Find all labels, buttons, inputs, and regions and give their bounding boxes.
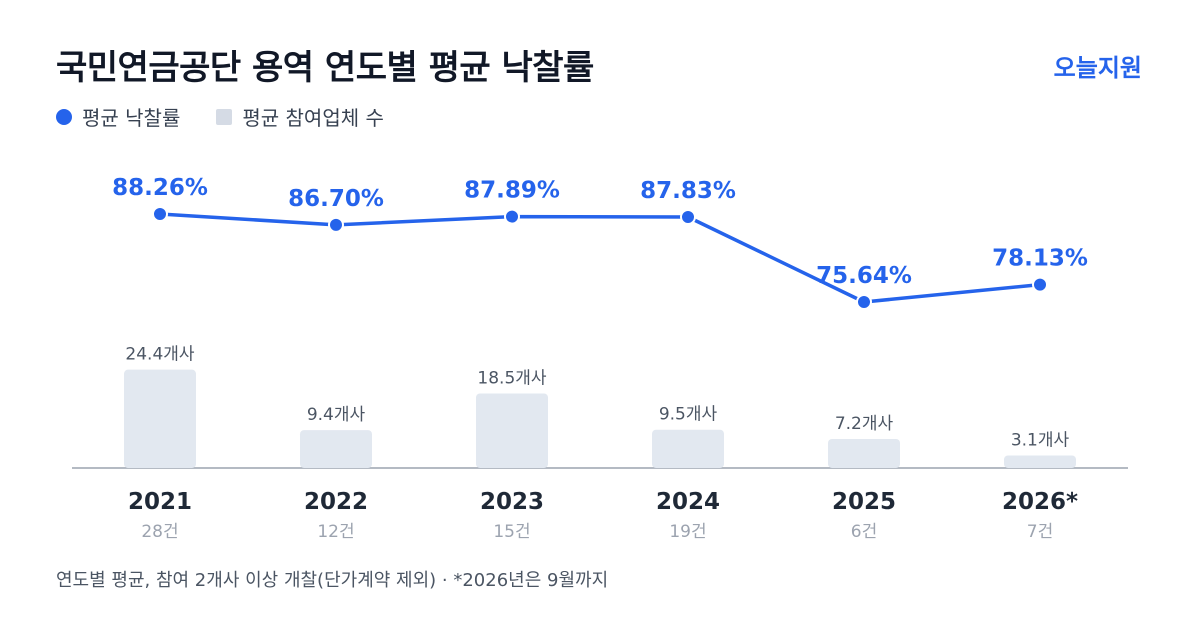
bar-2024 <box>652 429 724 468</box>
rate-point-2023 <box>504 208 520 225</box>
square-marker-icon <box>216 108 233 125</box>
x-count-label-2021: 28건 <box>141 522 178 542</box>
legend-item-rate: 평균 낙찰률 <box>56 102 180 131</box>
rate-point-2021 <box>152 206 168 222</box>
x-tick-label-2023: 2023 <box>480 489 544 515</box>
circle-marker-icon <box>56 108 72 125</box>
rate-line <box>158 212 1042 304</box>
bar-label-2021: 24.4개사 <box>125 345 194 365</box>
legend-label-bidders: 평균 참여업체 수 <box>242 106 384 130</box>
bar-2023 <box>476 393 548 468</box>
x-tick-label-2026*: 2026* <box>1002 489 1078 515</box>
rate-label-2024: 87.83% <box>640 178 736 204</box>
brand-logo[interactable]: 오늘지원 <box>1053 54 1142 82</box>
rate-point-2026* <box>1032 276 1048 293</box>
chart-legend: 평균 낙찰률 평균 참여업체 수 <box>56 102 420 131</box>
x-count-label-2025: 6건 <box>851 522 877 542</box>
rate-label-2023: 87.89% <box>464 178 560 204</box>
bar-2022 <box>300 430 372 468</box>
x-count-label-2024: 19건 <box>669 522 706 542</box>
x-tick-label-2021: 2021 <box>128 489 192 515</box>
page-title: 국민연금공단 용역 연도별 평균 낙찰률 <box>56 48 594 88</box>
x-tick-label-2022: 2022 <box>304 489 368 515</box>
bar-label-2022: 9.4개사 <box>307 405 366 425</box>
bar-label-2024: 9.5개사 <box>659 405 718 425</box>
rate-label-2021: 88.26% <box>112 175 208 201</box>
rate-point-2022 <box>328 216 344 233</box>
rate-point-2025 <box>856 294 872 310</box>
rate-label-2025: 75.64% <box>816 263 912 289</box>
x-count-label-2023: 15건 <box>493 522 530 542</box>
footnote: 연도별 평균, 참여 2개사 이상 개찰(단가계약 제외) · *2026년은 … <box>56 570 609 591</box>
rate-label-2026*: 78.13% <box>992 246 1088 272</box>
legend-item-bidders: 평균 참여업체 수 <box>216 102 384 131</box>
bar-2025 <box>828 438 900 468</box>
bar-2026* <box>1004 455 1076 468</box>
rate-label-2022: 86.70% <box>288 186 384 212</box>
legend-label-rate: 평균 낙찰률 <box>82 106 181 130</box>
bar-label-2025: 7.2개사 <box>835 414 894 434</box>
x-count-label-2022: 12건 <box>317 522 354 542</box>
x-tick-label-2025: 2025 <box>832 489 896 515</box>
bar-label-2026*: 3.1개사 <box>1011 431 1070 451</box>
bar-2021 <box>124 369 196 468</box>
rate-point-2024 <box>680 208 696 225</box>
x-count-label-2026*: 7건 <box>1027 522 1053 542</box>
x-tick-label-2024: 2024 <box>656 489 720 515</box>
bar-label-2023: 18.5개사 <box>477 368 546 388</box>
